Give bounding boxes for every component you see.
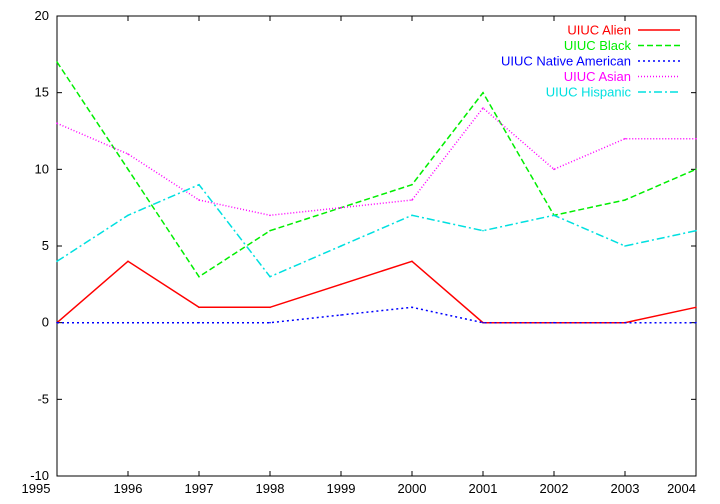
y-tick-label: -10 [30, 468, 49, 483]
x-tick-label: 2000 [398, 481, 427, 496]
y-tick-label: -5 [37, 391, 49, 406]
data-point [624, 321, 626, 324]
series-line-1 [56, 61, 697, 278]
data-point [198, 199, 200, 201]
data-point [269, 321, 271, 324]
x-tick-label: 2002 [540, 481, 569, 496]
data-point [482, 321, 484, 324]
data-point [198, 306, 200, 309]
data-point [340, 314, 342, 316]
series-line-0 [56, 260, 697, 324]
legend-label: UIUC Alien [567, 23, 631, 38]
data-point [411, 260, 413, 263]
data-point [127, 214, 129, 217]
data-point [269, 214, 271, 217]
data-point [198, 321, 200, 324]
data-point [340, 206, 342, 209]
legend-label: UIUC Black [564, 38, 632, 53]
data-point [482, 107, 484, 109]
data-point [198, 275, 200, 278]
data-point [127, 260, 129, 263]
x-tick-label: 2001 [469, 481, 498, 496]
data-point [269, 306, 271, 309]
x-tick-label: 1997 [185, 481, 214, 496]
data-point [127, 168, 129, 171]
data-point [411, 214, 413, 217]
data-point [553, 214, 555, 217]
y-tick-label: 10 [35, 161, 49, 176]
x-tick-label: 1998 [256, 481, 285, 496]
y-tick-label: 0 [42, 315, 49, 330]
data-point [553, 321, 555, 324]
x-tick-label: 1995 [22, 481, 51, 496]
axis-ticks: -10 -5 0 5 10 15 20 1995 1996 1997 1998 1999 2000 200… [22, 8, 697, 496]
data-point [553, 168, 555, 171]
y-tick-label: 20 [35, 8, 49, 23]
y-tick-label: 15 [35, 85, 49, 100]
data-point [624, 137, 626, 140]
legend-label: UIUC Hispanic [546, 85, 632, 100]
x-tick-label: 1996 [114, 481, 143, 496]
data-point [127, 321, 129, 324]
x-tick-label: 2003 [611, 481, 640, 496]
data-point [56, 122, 58, 125]
data-point [624, 245, 626, 247]
data-point [340, 283, 342, 286]
series-line-2 [57, 306, 696, 324]
legend-label: UIUC Native American [501, 54, 631, 69]
x-tick-label: 2004 [667, 481, 696, 496]
data-point [56, 260, 58, 263]
series-line-4 [56, 183, 697, 278]
data-point [411, 183, 413, 186]
data-point [198, 183, 200, 186]
x-tick-label: 1999 [327, 481, 356, 496]
data-point [695, 229, 697, 232]
data-point [127, 153, 129, 155]
data-point [269, 275, 271, 278]
data-point [340, 245, 342, 247]
data-point [482, 229, 484, 232]
data-point [56, 321, 58, 324]
data-point [695, 321, 697, 324]
data-point [482, 91, 484, 94]
legend-label: UIUC Asian [564, 69, 631, 84]
data-point [624, 199, 626, 201]
data-point [411, 306, 413, 309]
data-point [695, 168, 697, 171]
data-point [411, 199, 413, 201]
data-point [56, 61, 58, 63]
data-point [695, 306, 697, 309]
series-line-3 [56, 106, 696, 217]
y-tick-label: 5 [42, 238, 49, 253]
data-point [269, 229, 271, 232]
series-layer [56, 61, 697, 324]
data-point [695, 137, 697, 140]
